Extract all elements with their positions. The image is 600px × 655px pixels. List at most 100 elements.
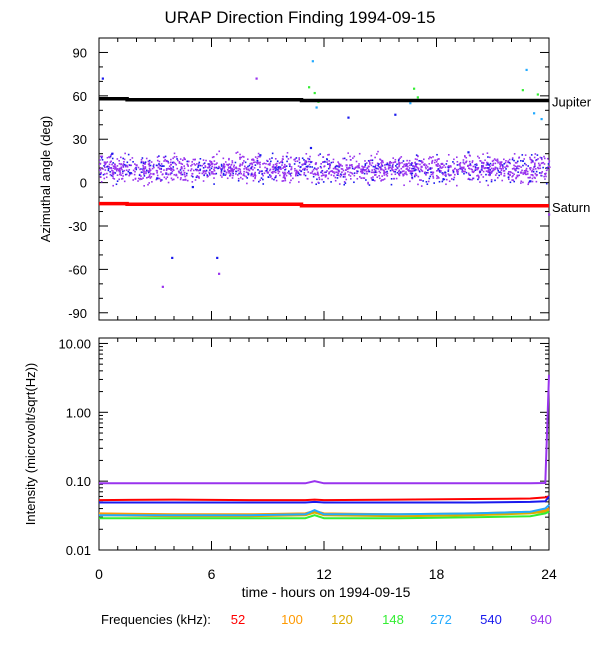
angle-point-background	[416, 166, 419, 169]
angle-point-background	[530, 154, 533, 156]
angle-point-background	[360, 177, 363, 179]
angle-point-background	[303, 167, 306, 170]
angle-point-background	[520, 182, 522, 184]
angle-point-background	[336, 168, 339, 171]
angle-point-background	[319, 165, 322, 168]
angle-point-background	[398, 162, 400, 165]
angle-point-background	[390, 178, 393, 180]
angle-point-background	[491, 160, 494, 162]
angle-point-background	[345, 169, 347, 171]
angle-point-background	[321, 178, 323, 181]
angle-point-background	[292, 177, 294, 180]
angle-point-background	[243, 156, 245, 158]
angle-point-background	[523, 172, 526, 175]
angle-point-background	[400, 167, 403, 170]
angle-point-background	[338, 163, 341, 166]
angle-point-background	[199, 168, 202, 171]
angle-point-background	[99, 168, 102, 171]
intensity-series-148	[99, 510, 550, 520]
angle-point-background	[204, 170, 206, 173]
angle-point-background	[497, 161, 499, 164]
angle-point-background	[461, 169, 464, 172]
angle-point-background	[485, 173, 487, 176]
angle-point-background	[392, 166, 394, 169]
angle-point-background	[431, 167, 433, 169]
angle-point-background	[497, 160, 499, 162]
angle-point-background	[493, 158, 496, 160]
angle-point-background	[281, 160, 283, 162]
angle-point-background	[461, 167, 463, 170]
angle-point-background	[389, 164, 391, 167]
angle-point-background	[147, 183, 149, 186]
angle-point-background	[208, 172, 211, 175]
angle-point-background	[328, 160, 330, 162]
angle-point-background	[373, 168, 376, 171]
angle-point-background	[206, 176, 209, 178]
angle-point-background	[368, 165, 370, 168]
angle-point-background	[411, 177, 414, 180]
angle-point-background	[323, 174, 325, 176]
angle-point-background	[352, 157, 354, 159]
angle-point-background	[156, 159, 159, 162]
angle-point-background	[260, 177, 263, 179]
angle-point-background	[408, 167, 411, 169]
angle-point-background	[129, 173, 131, 176]
angle-point-background	[242, 174, 245, 176]
angle-point-background	[273, 178, 275, 181]
angle-point-background	[144, 163, 147, 165]
angle-point-background	[379, 171, 382, 174]
angle-point-background	[429, 156, 431, 158]
angle-point-background	[148, 171, 151, 173]
angle-point-background	[111, 163, 113, 166]
angle-point-background	[201, 172, 204, 175]
angle-point-background	[433, 182, 435, 184]
angle-point-background	[530, 174, 533, 176]
angle-point-background	[376, 167, 378, 170]
angle-point	[420, 165, 423, 168]
angle-point-background	[503, 162, 506, 165]
angle-point-background	[118, 159, 120, 162]
angle-point-background	[274, 166, 277, 168]
angle-point-background	[290, 174, 292, 177]
angle-point-background	[253, 174, 256, 177]
angle-point-background	[182, 169, 185, 172]
angle-point-background	[546, 167, 548, 169]
angle-point-background	[172, 157, 174, 160]
angle-point-background	[278, 162, 281, 164]
angle-point-background	[362, 169, 364, 171]
angle-point-background	[417, 155, 419, 158]
angle-point-background	[398, 158, 400, 161]
angle-point-background	[120, 167, 123, 170]
angle-point-background	[224, 161, 227, 163]
angle-point-background	[228, 167, 230, 169]
angle-point-background	[254, 176, 257, 179]
angle-point-background	[190, 175, 193, 177]
angle-point-background	[515, 176, 518, 179]
angle-point-background	[548, 161, 550, 163]
angle-point-background	[547, 165, 550, 168]
angle-point-background	[158, 177, 161, 180]
angle-point-background	[258, 170, 261, 172]
angle-point-background	[477, 178, 479, 181]
angle-point-background	[392, 157, 395, 159]
angle-point-background	[374, 167, 377, 170]
angle-point-background	[191, 175, 194, 178]
angle-point-background	[177, 159, 179, 162]
angle-point-background	[490, 180, 493, 183]
angle-point-background	[499, 165, 502, 168]
angle-point-background	[173, 173, 176, 176]
angle-point-background	[468, 173, 470, 176]
angle-point-background	[419, 163, 421, 166]
angle-point-background	[394, 158, 397, 161]
angle-point-background	[317, 154, 320, 157]
angle-point-background	[220, 165, 223, 167]
angle-point-background	[500, 163, 503, 166]
angle-point-background	[113, 178, 116, 180]
angle-point-background	[284, 177, 286, 180]
angle-point-background	[295, 174, 297, 177]
angle-point-background	[357, 170, 359, 173]
angle-point-background	[413, 165, 416, 168]
angle-point-background	[100, 172, 102, 175]
angle-point-background	[436, 170, 438, 172]
angle-point-background	[440, 167, 443, 169]
